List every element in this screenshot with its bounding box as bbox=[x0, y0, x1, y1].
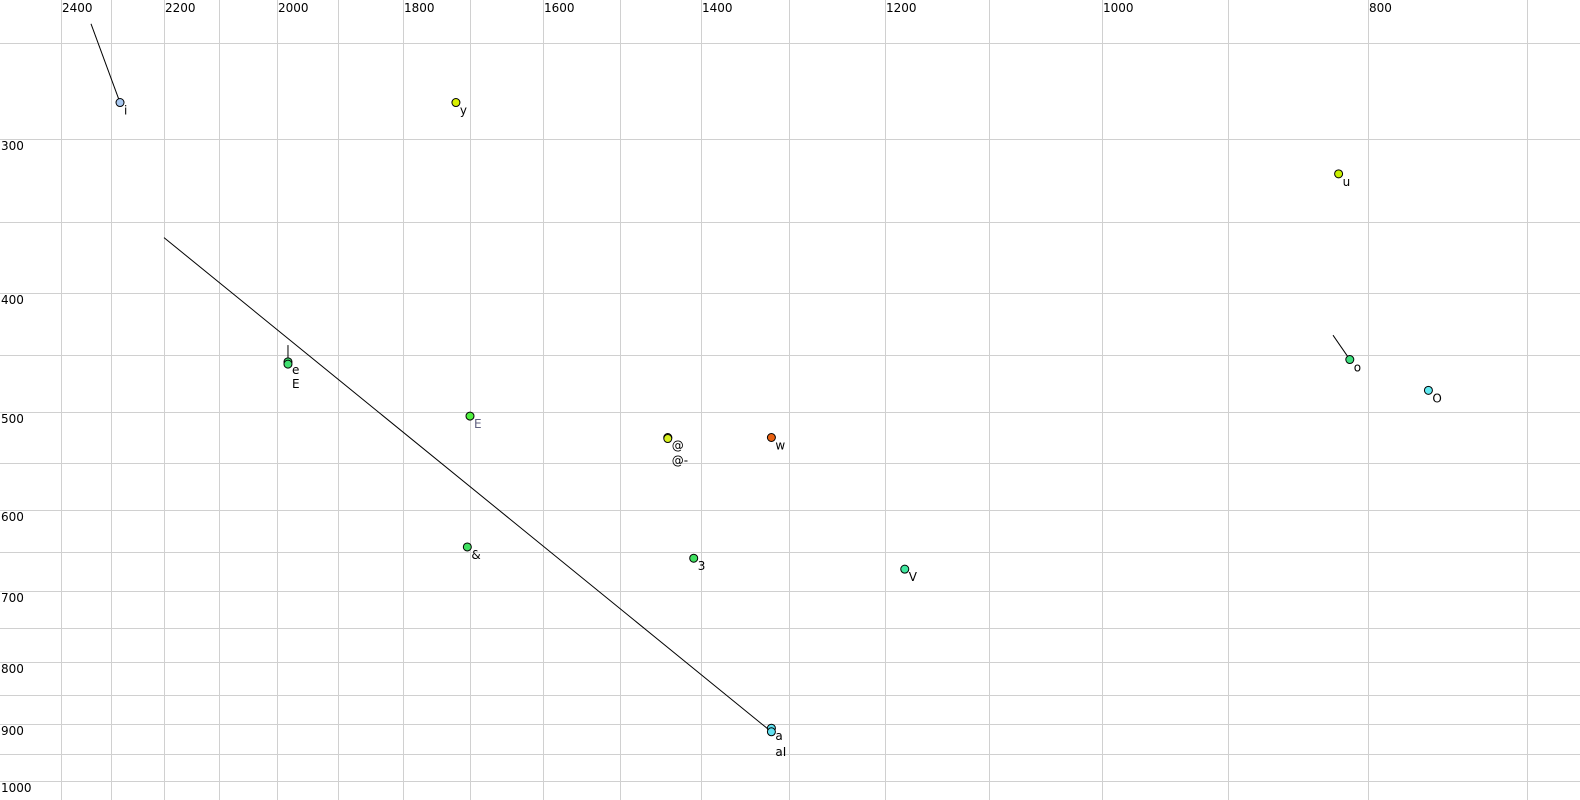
x-tick-label: 1000 bbox=[1103, 1, 1134, 15]
vowel-label: o bbox=[1354, 361, 1361, 375]
trajectory-line bbox=[90, 23, 121, 103]
vowel-label: 3 bbox=[698, 559, 706, 573]
x-tick-label: 2400 bbox=[62, 1, 93, 15]
y-axis-ticks: 300 400 500 600 700 800 900 1000 bbox=[1, 139, 32, 795]
vowel-label: y bbox=[460, 104, 467, 118]
x-tick-label: 1400 bbox=[702, 1, 733, 15]
y-tick-label: 300 bbox=[1, 139, 24, 153]
y-tick-label: 700 bbox=[1, 591, 24, 605]
vowel-point bbox=[115, 98, 125, 108]
vowel-point bbox=[766, 433, 776, 442]
vowel-point bbox=[1334, 169, 1344, 179]
vowel-point bbox=[766, 727, 776, 737]
vowel-label: e bbox=[292, 363, 299, 377]
y-tick-label: 800 bbox=[1, 662, 24, 676]
x-tick-label: 1200 bbox=[886, 1, 917, 15]
trajectories bbox=[90, 23, 1351, 733]
vowel-label: E bbox=[292, 377, 300, 391]
vowel-point bbox=[283, 359, 293, 369]
vowel-label: w bbox=[775, 439, 785, 453]
x-tick-label: 1600 bbox=[544, 1, 575, 15]
vowel-point bbox=[451, 98, 461, 108]
x-axis-ticks: 2400 2200 2000 1800 1600 1400 1200 1000 800 bbox=[62, 1, 1392, 15]
y-tick-label: 600 bbox=[1, 510, 24, 524]
vowel-point bbox=[465, 411, 475, 421]
vowel-label: O bbox=[1432, 391, 1441, 405]
y-tick-label: 1000 bbox=[1, 781, 32, 795]
vowel-label: u bbox=[1343, 175, 1351, 189]
vowel-label: V bbox=[909, 570, 918, 584]
vowel-label: a bbox=[775, 729, 782, 743]
vowel-point bbox=[689, 553, 699, 563]
vowel-point bbox=[663, 434, 673, 444]
vowel-label: @ bbox=[672, 439, 684, 453]
vowel-label: @- bbox=[672, 454, 688, 468]
vowel-label: i bbox=[124, 104, 127, 118]
vowel-point bbox=[1345, 355, 1355, 365]
vowel-label: aI bbox=[775, 745, 786, 759]
vowel-label: E bbox=[474, 417, 482, 431]
x-tick-label: 2000 bbox=[278, 1, 309, 15]
trajectory-line bbox=[1332, 334, 1351, 360]
vowel-point bbox=[900, 564, 910, 574]
y-tick-label: 400 bbox=[1, 293, 24, 307]
x-tick-label: 800 bbox=[1369, 1, 1392, 15]
y-tick-label: 500 bbox=[1, 412, 24, 426]
vowel-label: & bbox=[471, 548, 480, 562]
x-tick-label: 1800 bbox=[404, 1, 435, 15]
y-tick-label: 900 bbox=[1, 724, 24, 738]
trajectory-line bbox=[163, 237, 772, 733]
vowel-point bbox=[462, 542, 472, 552]
x-tick-label: 2200 bbox=[165, 1, 196, 15]
vowel-point bbox=[1423, 385, 1433, 395]
